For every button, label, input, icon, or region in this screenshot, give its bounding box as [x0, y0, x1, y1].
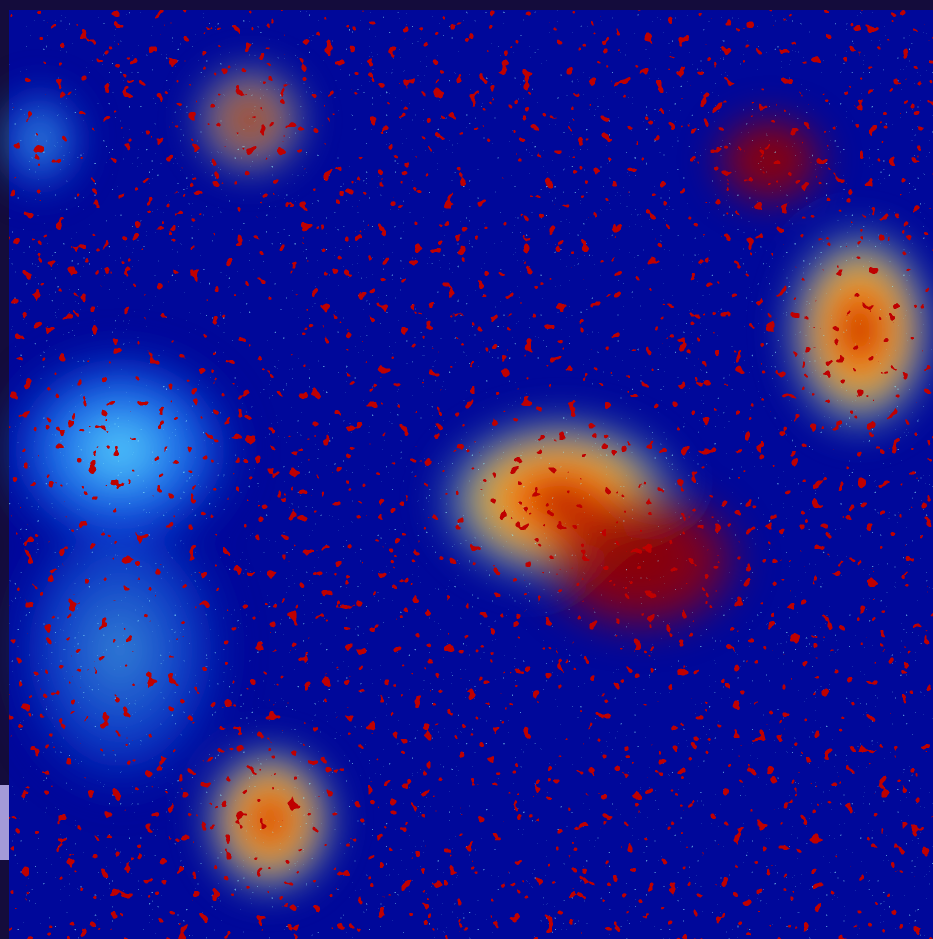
frame-tab: [0, 785, 9, 860]
speckle-red: [9, 10, 933, 939]
